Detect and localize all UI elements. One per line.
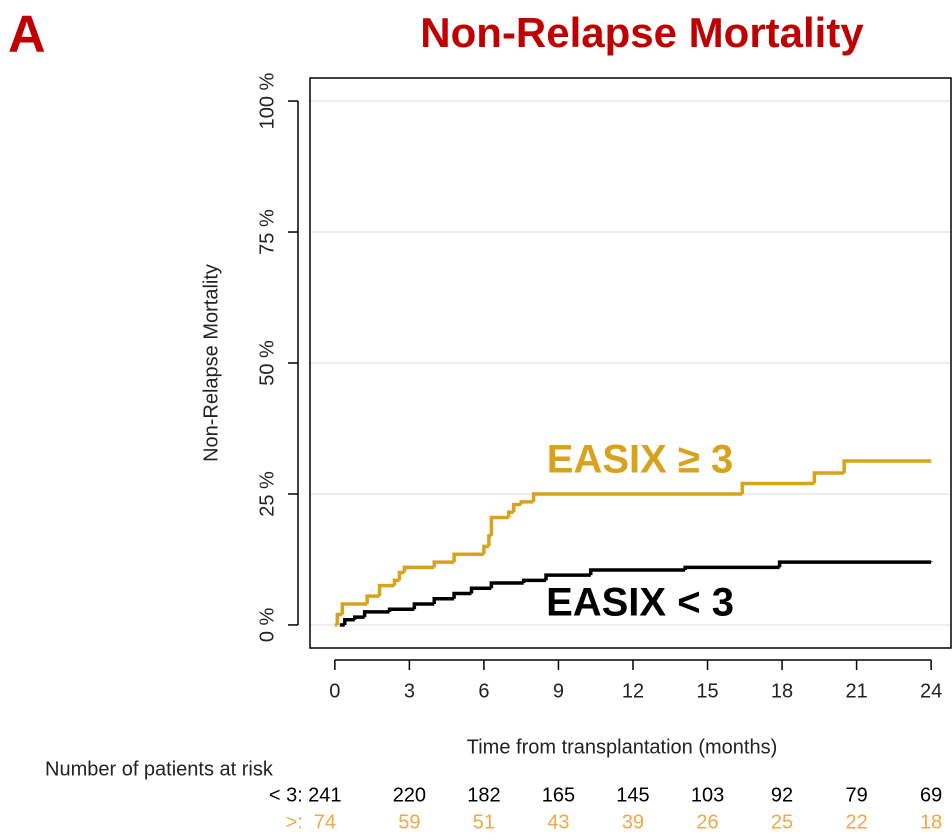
plot-frame: [309, 77, 952, 649]
x-tick-label: 6: [478, 680, 489, 702]
step-segment: [521, 578, 547, 584]
risk-value: 69: [920, 784, 942, 806]
risk-value: 92: [771, 784, 793, 806]
step-segment: [507, 510, 514, 518]
step-segment: [452, 591, 472, 599]
step-segment: [392, 578, 400, 586]
step-segment: [489, 581, 524, 589]
panel-label: A: [8, 6, 46, 64]
step-segment: [397, 570, 405, 581]
risk-value: 182: [467, 784, 500, 806]
x-axis-title: Time from transplantation (months): [467, 736, 777, 758]
x-tick-label: 18: [771, 680, 793, 702]
step-segment: [588, 568, 686, 576]
x-tick-label: 15: [696, 680, 718, 702]
step-segment: [511, 502, 522, 513]
x-tick-label: 9: [553, 680, 564, 702]
x-tick-label: 3: [404, 680, 415, 702]
step-segment: [487, 534, 492, 547]
risk-value: 79: [845, 784, 867, 806]
risk-row-label: >:: [286, 811, 303, 833]
series-label: EASIX < 3: [546, 581, 734, 625]
risk-table-title: Number of patients at risk: [45, 758, 274, 780]
risk-value: 74: [314, 811, 336, 833]
step-segment: [531, 492, 743, 502]
step-segment: [402, 565, 435, 573]
x-tick-label: 0: [329, 680, 340, 702]
risk-value: 26: [696, 811, 718, 833]
risk-value: 39: [622, 811, 644, 833]
step-segment: [377, 583, 395, 597]
step-segment: [352, 615, 365, 620]
x-tick-label: 24: [920, 680, 942, 702]
y-tick-label: 75 %: [256, 209, 278, 255]
risk-value: 59: [398, 811, 420, 833]
risk-value: 51: [473, 811, 495, 833]
risk-row-label: < 3:: [269, 784, 303, 806]
step-segment: [489, 515, 509, 536]
x-tick-label: 12: [622, 680, 644, 702]
risk-value: 165: [542, 784, 575, 806]
step-segment: [544, 573, 591, 581]
series-label: EASIX ≥ 3: [547, 438, 733, 482]
step-segment: [469, 586, 492, 594]
x-tick-label: 21: [845, 680, 867, 702]
step-segment: [365, 594, 380, 604]
step-segment: [842, 459, 932, 474]
step-segment: [362, 610, 390, 618]
risk-value: 18: [920, 811, 942, 833]
risk-value: 103: [691, 784, 724, 806]
step-segment: [452, 552, 484, 563]
step-segment: [777, 560, 932, 568]
risk-value: 241: [308, 784, 341, 806]
risk-value: 145: [616, 784, 649, 806]
chart-title: Non-Relapse Mortality: [420, 9, 864, 56]
step-segment: [683, 565, 780, 570]
risk-value: 25: [771, 811, 793, 833]
step-segment: [740, 481, 815, 494]
step-segment: [482, 544, 489, 555]
y-axis-title: Non-Relapse Mortality: [200, 264, 222, 462]
y-tick-label: 25 %: [256, 471, 278, 517]
step-segment: [519, 500, 534, 505]
step-segment: [335, 612, 343, 625]
risk-value: 22: [845, 811, 867, 833]
step-segment: [343, 617, 355, 625]
step-segment: [340, 602, 368, 615]
step-segment: [387, 607, 415, 612]
step-segment: [432, 560, 455, 568]
step-segment: [412, 602, 435, 610]
y-tick-label: 0 %: [256, 608, 278, 643]
risk-value: 220: [393, 784, 426, 806]
y-tick-label: 50 %: [256, 340, 278, 386]
step-segment: [812, 471, 845, 484]
risk-value: 43: [547, 811, 569, 833]
step-segment: [432, 597, 455, 604]
y-tick-label: 100 %: [256, 72, 278, 129]
